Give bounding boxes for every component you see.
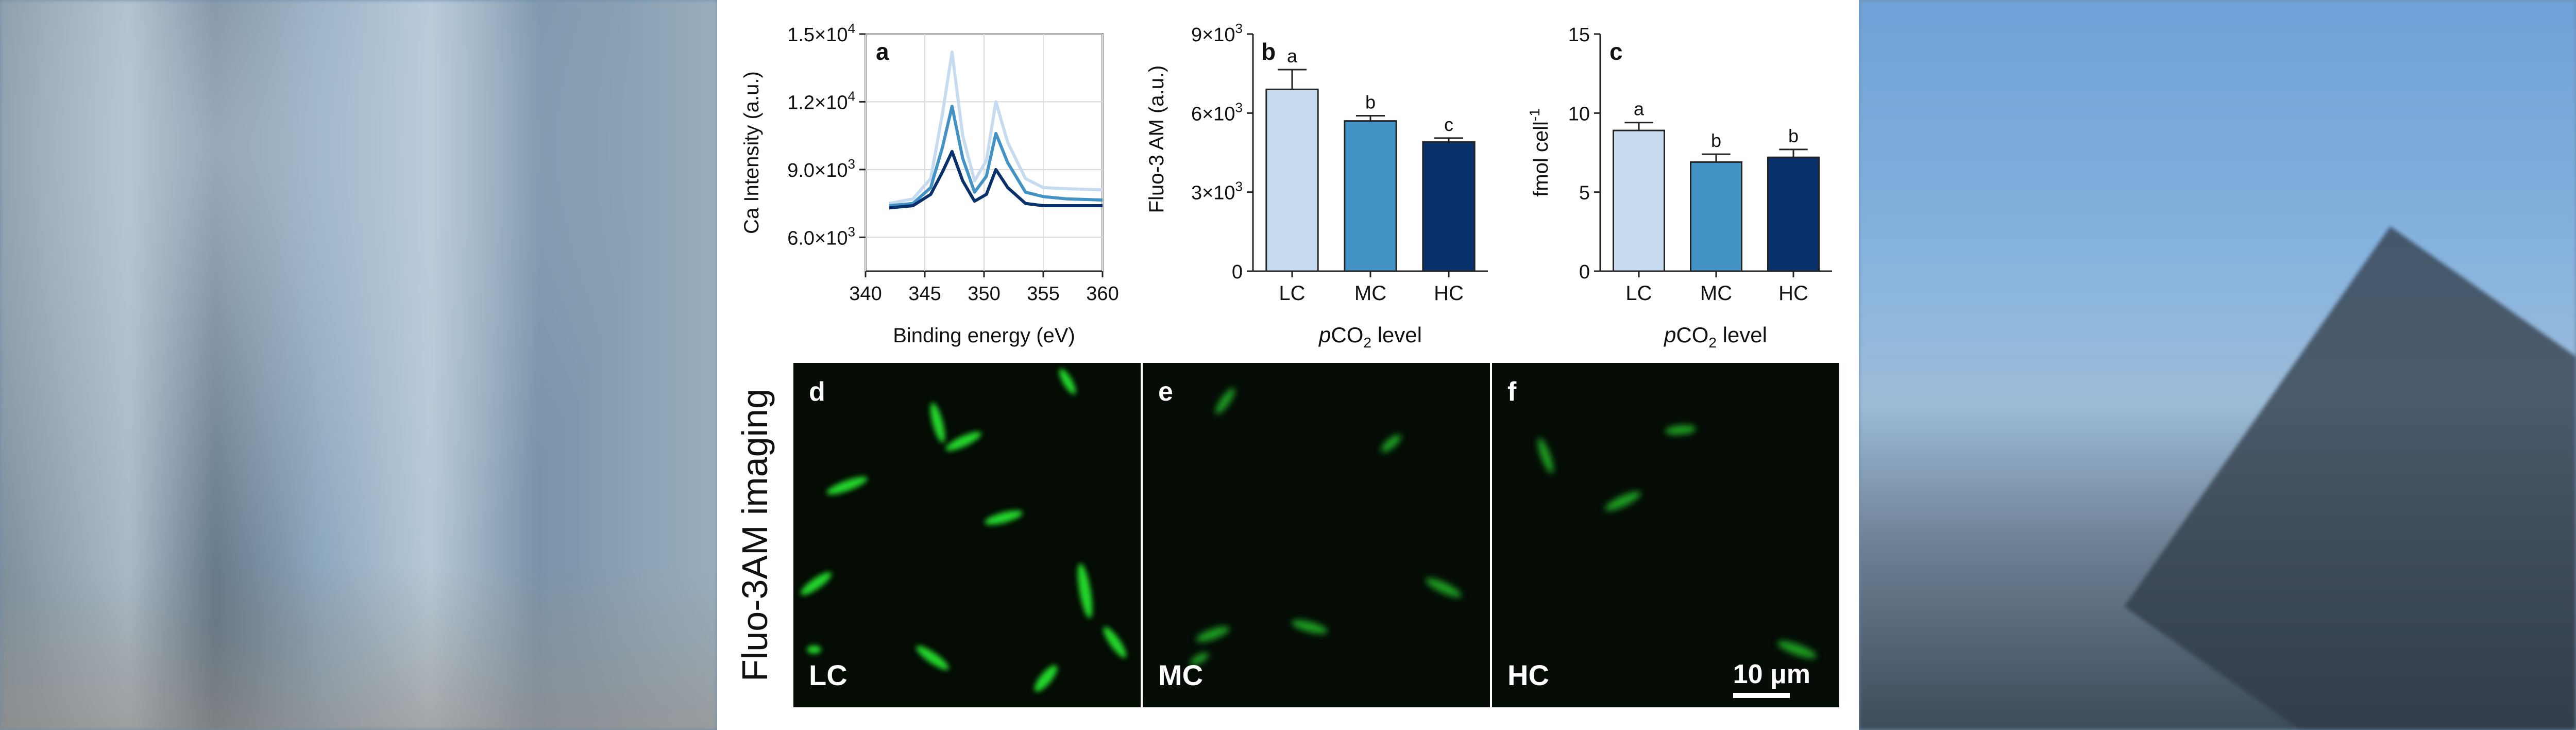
tick-label-y-a: 1.5×104 xyxy=(787,21,855,46)
significance-letter: b xyxy=(1788,125,1799,146)
series-line-1 xyxy=(889,51,1103,205)
bar-hc xyxy=(1422,141,1476,272)
tick-label-x-a: 355 xyxy=(1027,283,1059,305)
bar-lc xyxy=(1265,88,1319,272)
background-left xyxy=(0,0,717,730)
tick-label-y-a: 6.0×103 xyxy=(787,224,855,249)
tick-label-x-a: 360 xyxy=(1086,283,1118,305)
bar-mc xyxy=(1344,120,1397,272)
tick-label-y-c: 0 xyxy=(1579,261,1590,283)
significance-letter: b xyxy=(1711,130,1721,151)
xlabel-c-sub: 2 xyxy=(1708,335,1717,351)
tick-label-y-c: 15 xyxy=(1568,24,1590,46)
bar-lc xyxy=(1613,129,1665,272)
micrograph-label-e: MC xyxy=(1158,659,1204,691)
category-label-mc: MC xyxy=(1700,282,1732,305)
tick-label-x-a: 340 xyxy=(849,283,882,305)
significance-letter: a xyxy=(1287,45,1298,67)
micrograph-letter-e: e xyxy=(1158,377,1173,407)
bar-mc xyxy=(1690,161,1742,272)
tick-label-y-c: 5 xyxy=(1579,182,1590,204)
ylabel-c-sup: -1 xyxy=(1527,108,1543,121)
scale-bar-label: 10 μm xyxy=(1733,659,1810,689)
bar-hc xyxy=(1767,156,1820,272)
panel-letter-c: c xyxy=(1609,38,1623,65)
series-line-2 xyxy=(889,105,1103,207)
scale-bar xyxy=(1733,693,1790,698)
significance-letter: b xyxy=(1365,91,1376,112)
chart-b: b Fluo-3 AM (a.u.) pCO2 level 0 3×103 6×10… xyxy=(1145,21,1488,351)
panel-letter-a: a xyxy=(876,38,889,65)
tick-label-y-b: 0 xyxy=(1232,261,1243,283)
micrograph-d: d LC xyxy=(793,363,1141,707)
chart-c: c fmol cell-1 pCO2 level 0 5 10 15 LC MC HC a b… xyxy=(1527,24,1832,351)
xlabel-c-post: level xyxy=(1717,323,1767,347)
micrograph-label-d: LC xyxy=(809,659,848,691)
category-label-mc: MC xyxy=(1354,282,1386,305)
significance-letter: a xyxy=(1634,98,1645,120)
background-right xyxy=(1859,0,2576,730)
xlabel-b-p: p xyxy=(1318,323,1331,347)
tick-label-y-a: 1.2×104 xyxy=(787,88,855,113)
ylabel-c: fmol cell-1 xyxy=(1527,108,1552,197)
side-label: Fluo-3AM imaging xyxy=(735,389,775,682)
xlabel-b: pCO2 level xyxy=(1318,323,1422,351)
micrograph-label-f: HC xyxy=(1507,659,1549,691)
xlabel-b-post: level xyxy=(1371,323,1422,347)
cells-f xyxy=(1492,363,1839,707)
tick-label-x-a: 350 xyxy=(968,283,1000,305)
tick-label-y-c: 10 xyxy=(1568,103,1590,125)
tick-label-y-b: 6×103 xyxy=(1191,99,1243,125)
side-label-box: Fluo-3AM imaging xyxy=(711,363,799,707)
tick-label-x-a: 345 xyxy=(908,283,941,305)
tick-label-y-b: 3×103 xyxy=(1191,179,1243,204)
xlabel-b-sub: 2 xyxy=(1363,335,1371,351)
panel-letter-b: b xyxy=(1261,38,1276,65)
tick-label-y-a: 9.0×103 xyxy=(787,156,855,181)
significance-letter: c xyxy=(1444,114,1453,135)
xlabel-b-co: CO xyxy=(1331,323,1363,347)
category-label-lc: LC xyxy=(1279,282,1305,305)
micrograph-letter-d: d xyxy=(809,377,825,407)
series-line-3 xyxy=(889,150,1103,210)
xlabel-c: pCO2 level xyxy=(1663,323,1767,351)
micrograph-f: f HC 10 μm xyxy=(1492,363,1839,707)
chart-a: a Ca Intensity (a.u.) Binding energy (eV… xyxy=(740,21,1119,347)
cells-d xyxy=(793,363,1141,707)
ylabel-a: Ca Intensity (a.u.) xyxy=(740,71,763,234)
charts-svg: a Ca Intensity (a.u.) Binding energy (eV… xyxy=(740,21,1832,351)
ylabel-b: Fluo-3 AM (a.u.) xyxy=(1145,65,1168,213)
micrograph-letter-f: f xyxy=(1507,377,1517,407)
xlabel-c-p: p xyxy=(1663,323,1676,347)
category-label-hc: HC xyxy=(1778,282,1808,305)
xlabel-c-co: CO xyxy=(1676,323,1708,347)
cells-e xyxy=(1143,363,1490,707)
category-label-hc: HC xyxy=(1434,282,1464,305)
category-label-lc: LC xyxy=(1625,282,1652,305)
tick-label-y-b: 9×103 xyxy=(1191,21,1243,46)
micrograph-e: e MC xyxy=(1143,363,1490,707)
ylabel-c-main: fmol cell xyxy=(1530,121,1552,197)
xlabel-a: Binding energy (eV) xyxy=(893,324,1075,347)
